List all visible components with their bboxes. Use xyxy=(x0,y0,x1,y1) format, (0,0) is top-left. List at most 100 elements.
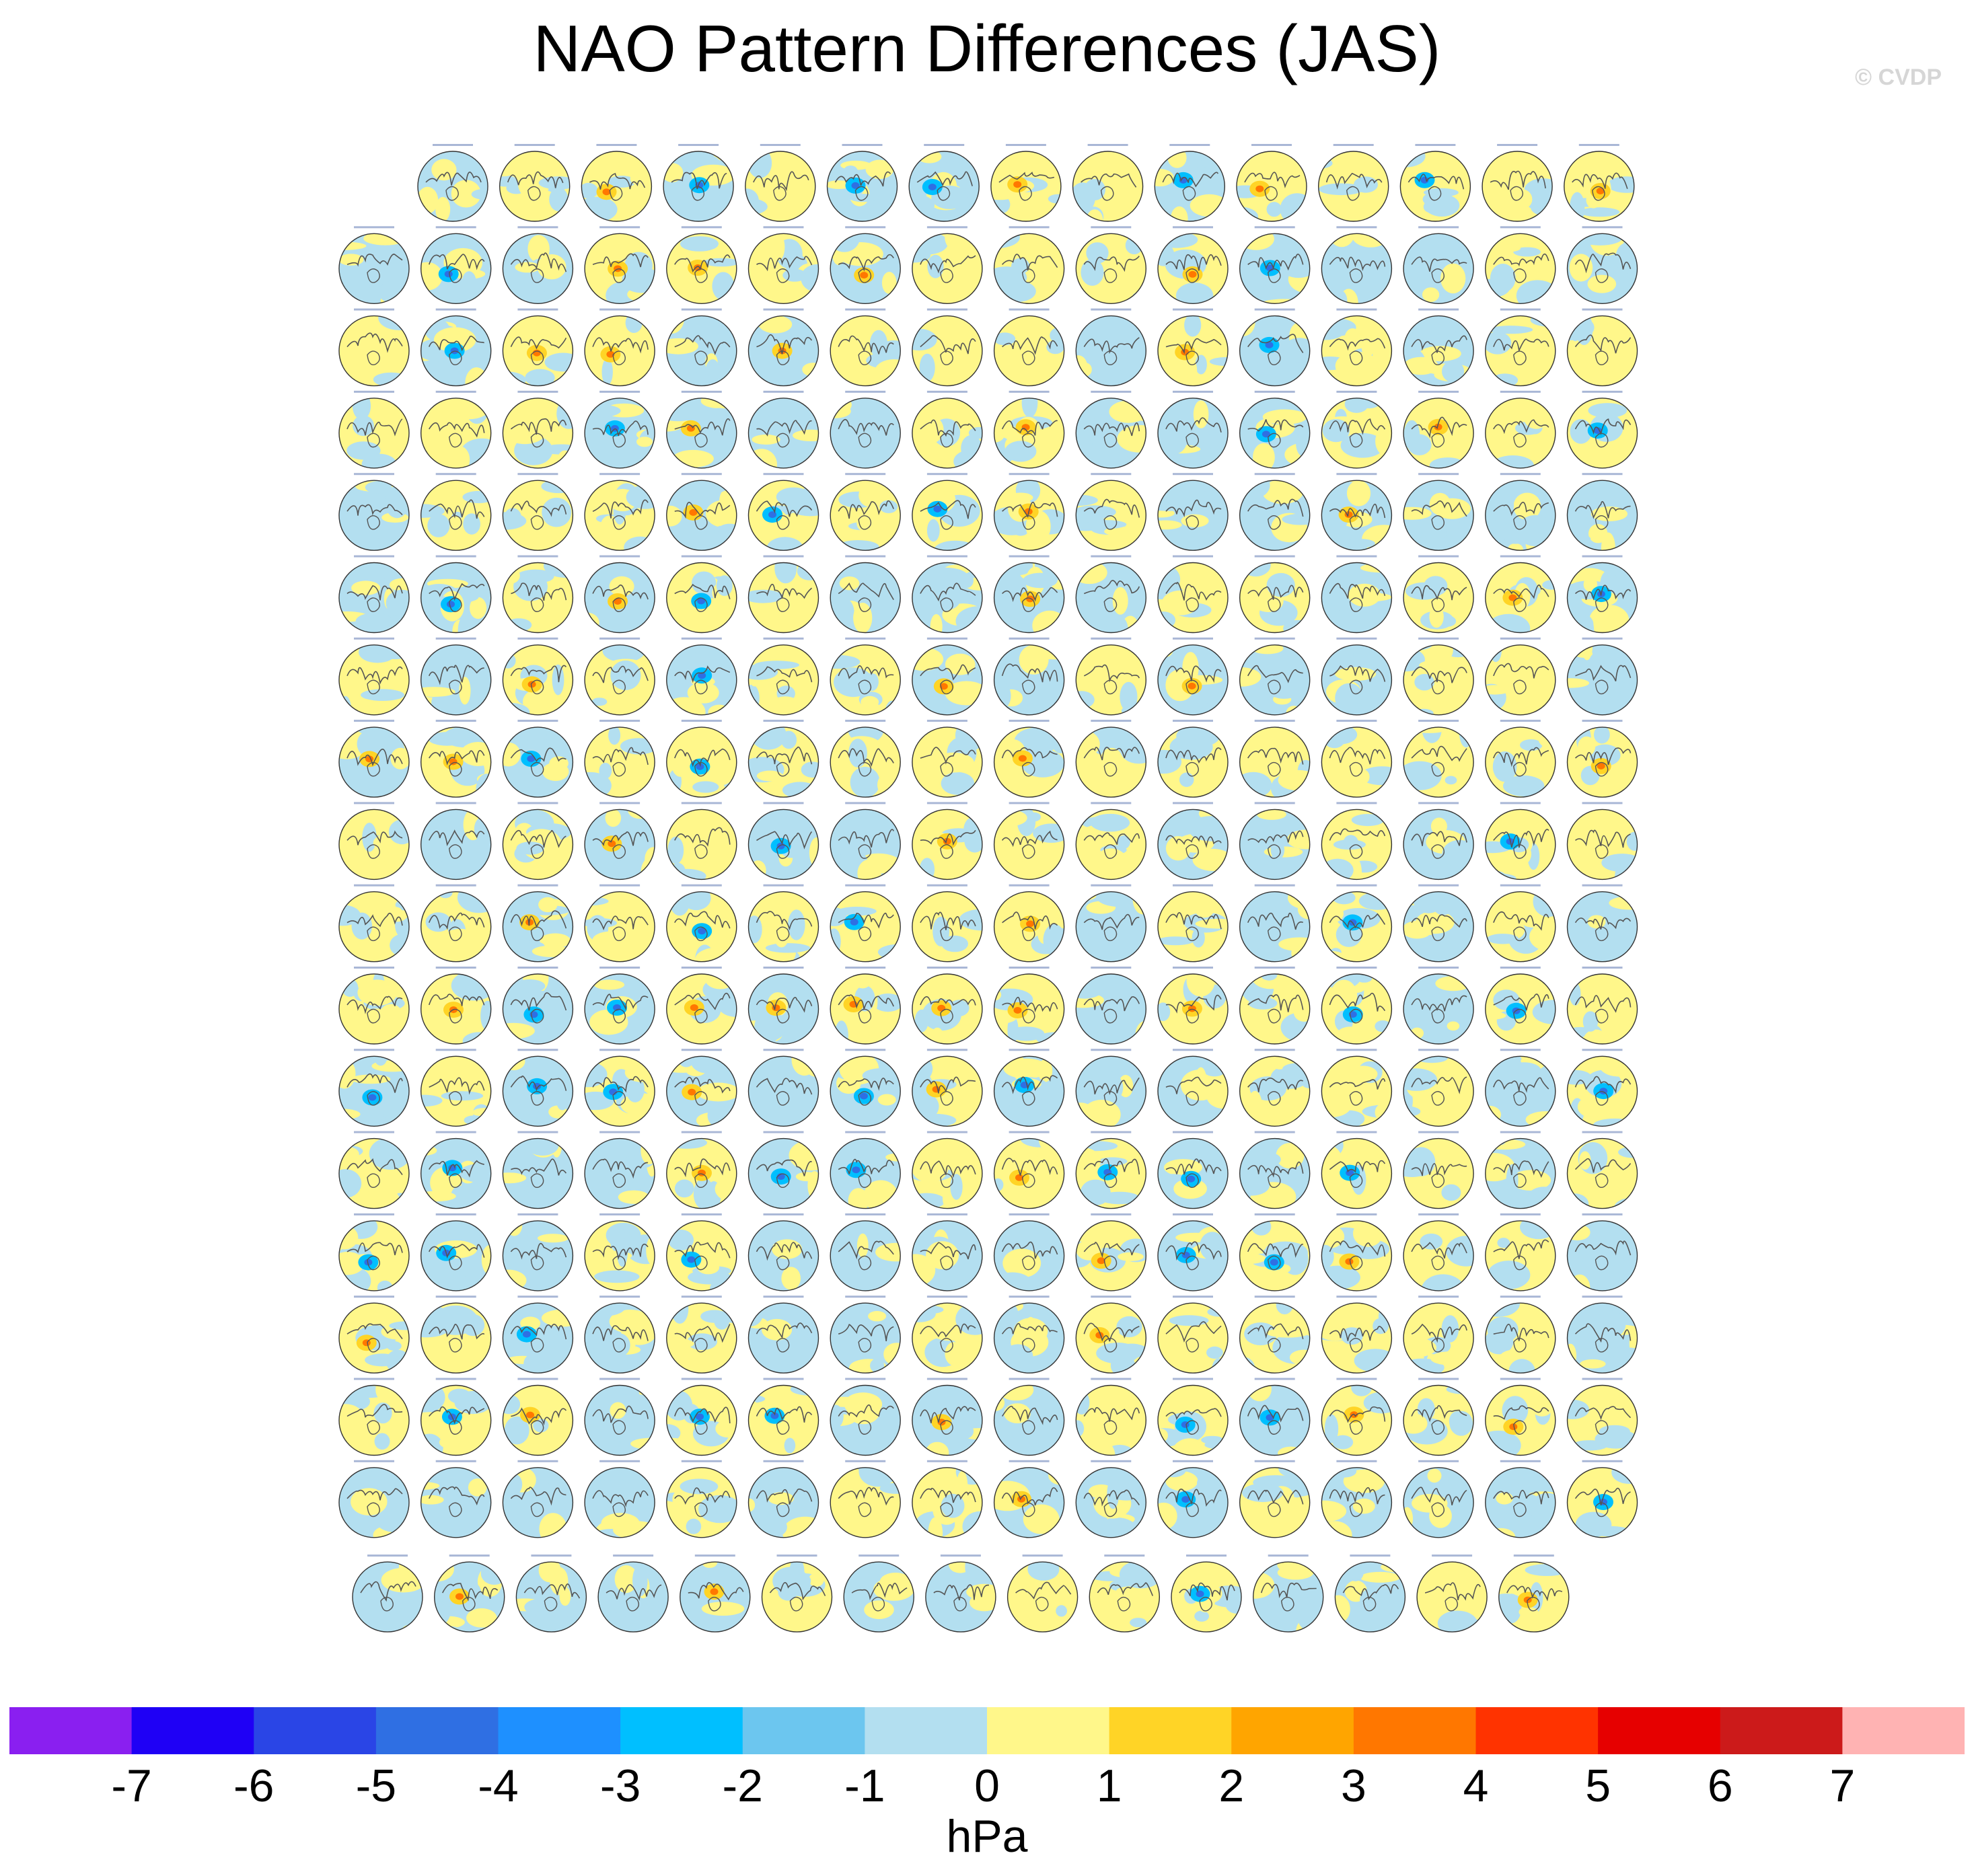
panel-caption xyxy=(1500,473,1541,476)
panel-map xyxy=(584,1460,655,1538)
panel-map xyxy=(338,802,410,880)
panel-caption xyxy=(926,1378,967,1380)
panel-caption xyxy=(763,720,804,722)
panel-caption xyxy=(435,1296,476,1298)
panel-map xyxy=(993,473,1065,551)
panel-map xyxy=(1566,1049,1638,1127)
panel-caption xyxy=(1091,308,1132,311)
colorbar-swatch xyxy=(1598,1707,1721,1754)
panel-caption xyxy=(845,967,886,969)
panel-map xyxy=(338,1378,410,1456)
panel-map xyxy=(993,555,1065,634)
colorbar-tick-label: 3 xyxy=(1340,1760,1366,1811)
panel-caption xyxy=(1091,390,1132,393)
panel-map xyxy=(912,226,983,304)
panel-caption xyxy=(1254,308,1295,311)
panel-caption xyxy=(1091,720,1132,722)
panel-caption xyxy=(1336,1296,1377,1298)
panel-map xyxy=(502,1296,574,1374)
panel-caption xyxy=(926,884,967,887)
panel-map xyxy=(1321,637,1393,716)
panel-map xyxy=(843,1554,914,1633)
panel-caption xyxy=(858,1554,900,1557)
panel-caption xyxy=(1254,390,1295,393)
panel-caption xyxy=(1087,144,1128,146)
panel-map xyxy=(1566,1213,1638,1291)
panel-map xyxy=(747,967,819,1045)
panel-caption xyxy=(1254,1131,1295,1133)
panel-map xyxy=(338,1460,410,1538)
panel-caption xyxy=(517,1213,558,1215)
panel-map xyxy=(584,1378,655,1456)
panel-map xyxy=(993,720,1065,798)
panel-caption xyxy=(763,226,804,229)
panel-caption xyxy=(681,1296,722,1298)
panel-caption xyxy=(845,1296,886,1298)
panel-map xyxy=(1157,884,1229,963)
panel-caption xyxy=(599,884,641,887)
panel-map xyxy=(1566,555,1638,634)
panel-caption xyxy=(681,390,722,393)
panel-caption xyxy=(354,884,394,887)
panel-caption xyxy=(1022,1554,1063,1557)
panel-caption xyxy=(1500,308,1541,311)
panel-caption xyxy=(1009,1213,1050,1215)
panel-grid xyxy=(338,144,1638,1633)
colorbar-swatch xyxy=(254,1707,377,1754)
panel-caption xyxy=(681,1378,722,1380)
panel-map xyxy=(502,884,574,963)
panel-map xyxy=(666,802,737,880)
panel-caption xyxy=(1418,1213,1459,1215)
colorbar-tick-labels: -7 -6 -5 -4 -3 -2 -1 0 1 2 3 4 5 6 7 xyxy=(9,1759,1965,1813)
panel-map xyxy=(1321,1131,1393,1209)
panel-caption xyxy=(1009,967,1050,969)
panel-map xyxy=(666,390,737,469)
panel-caption xyxy=(1582,1213,1623,1215)
panel-caption xyxy=(599,967,641,969)
panel-caption xyxy=(1336,1049,1377,1051)
panel-caption xyxy=(435,226,476,229)
panel-map xyxy=(502,1131,574,1209)
panel-caption xyxy=(1173,473,1213,476)
panel-caption xyxy=(1009,308,1050,311)
panel-map xyxy=(421,1296,492,1374)
panel-map xyxy=(1239,390,1311,469)
panel-map xyxy=(1566,720,1638,798)
panel-map xyxy=(1239,1378,1311,1456)
panel-caption xyxy=(1091,1296,1132,1298)
panel-caption xyxy=(1415,144,1456,146)
panel-map xyxy=(666,1296,737,1374)
panel-map xyxy=(745,144,816,222)
panel-caption xyxy=(1336,1131,1377,1133)
panel-caption xyxy=(514,144,555,146)
panel-caption xyxy=(1009,720,1050,722)
panel-map xyxy=(584,308,655,387)
panel-caption xyxy=(1254,720,1295,722)
panel-caption xyxy=(940,1554,981,1557)
panel-caption xyxy=(845,1049,886,1051)
panel-caption xyxy=(599,308,641,311)
colorbar-tick-label: -4 xyxy=(478,1760,519,1811)
panel-caption xyxy=(681,1131,722,1133)
panel-map xyxy=(584,884,655,963)
panel-map xyxy=(1239,473,1311,551)
panel-caption xyxy=(924,144,965,146)
panel-map xyxy=(912,555,983,634)
colorbar-tick-label: -7 xyxy=(111,1760,152,1811)
panel-map xyxy=(747,1131,819,1209)
panel-map xyxy=(1321,802,1393,880)
panel-caption xyxy=(1254,226,1295,229)
panel-caption xyxy=(1336,637,1377,640)
panel-caption xyxy=(354,1296,394,1298)
panel-map xyxy=(1485,1460,1556,1538)
panel-map xyxy=(1157,226,1229,304)
panel-caption xyxy=(1418,473,1459,476)
panel-caption xyxy=(1173,802,1213,804)
panel-caption xyxy=(354,802,394,804)
panel-caption xyxy=(926,720,967,722)
panel-map xyxy=(747,884,819,963)
colorbar-swatch xyxy=(620,1707,743,1754)
panel-caption xyxy=(599,1460,641,1462)
panel-map xyxy=(1239,1460,1311,1538)
panel-caption xyxy=(1500,226,1541,229)
